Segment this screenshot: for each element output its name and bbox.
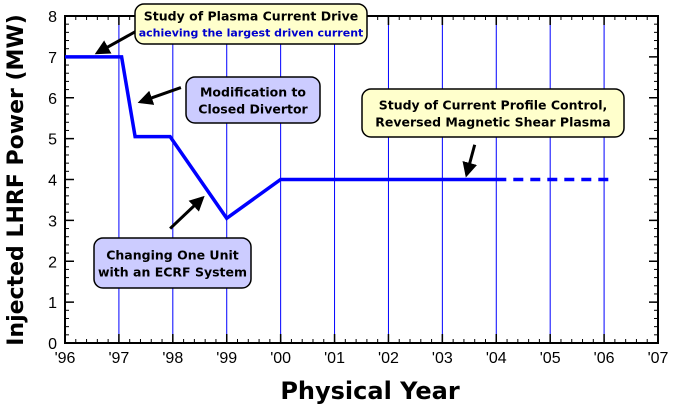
y-tick-label: 2 xyxy=(48,254,57,271)
x-tick-label: '05 xyxy=(540,350,561,367)
annotation-text: Changing One Unit xyxy=(106,248,239,263)
x-tick-label: '07 xyxy=(648,350,669,367)
y-axis-title: Injected LHRF Power (MW) xyxy=(4,14,29,346)
annotation-text: Study of Plasma Current Drive xyxy=(144,9,358,24)
x-tick-labels: '96 '97 '98 '99 '00 '01 '02 '03 '04 '05 '06 '07 xyxy=(55,350,669,367)
x-tick-label: '06 xyxy=(594,350,615,367)
series-line-solid xyxy=(65,55,497,221)
x-tick-label: '98 xyxy=(162,350,183,367)
annotation-text: with an ECRF System xyxy=(98,265,247,280)
x-tick-label: '03 xyxy=(432,350,453,367)
y-tick-label: 8 xyxy=(48,9,57,26)
data-series xyxy=(65,55,615,221)
annotation-arrow xyxy=(137,86,182,105)
x-tick-label: '96 xyxy=(55,350,76,367)
x-axis-title: Physical Year xyxy=(280,377,459,405)
annotation-text: Study of Current Profile Control, xyxy=(379,98,608,113)
annotation-box xyxy=(93,237,252,289)
y-tick-label: 4 xyxy=(48,173,57,190)
annotation-plasma-current-drive: Study of Plasma Current Drive achieving t… xyxy=(134,3,368,45)
x-tick-label: '00 xyxy=(270,350,291,367)
y-tick-labels: 0 1 2 3 4 5 6 7 8 xyxy=(48,9,57,353)
annotation-subtext: achieving the largest driven current xyxy=(139,27,364,40)
annotation-current-profile-control: Study of Current Profile Control, Reverse… xyxy=(361,88,625,138)
y-tick-label: 0 xyxy=(48,336,57,353)
annotation-text: Closed Divertor xyxy=(198,102,308,117)
y-tick-label: 1 xyxy=(48,295,57,312)
annotation-box xyxy=(361,88,625,138)
annotation-arrow xyxy=(462,144,478,178)
annotations: Study of Plasma Current Drive achieving t… xyxy=(93,3,625,289)
annotation-box xyxy=(185,76,321,124)
y-tick-label: 3 xyxy=(48,213,57,230)
y-tick-label: 7 xyxy=(48,50,57,67)
x-tick-label: '99 xyxy=(216,350,237,367)
annotation-box xyxy=(134,3,368,45)
x-tick-label: '01 xyxy=(324,350,345,367)
x-tick-label: '97 xyxy=(108,350,129,367)
annotation-arrow xyxy=(169,195,205,230)
annotation-text: Reversed Magnetic Shear Plasma xyxy=(375,115,610,130)
annotation-arrows xyxy=(94,28,478,230)
y-tick-label: 5 xyxy=(48,132,57,149)
y-tick-label: 6 xyxy=(48,91,57,108)
annotation-arrow xyxy=(94,28,139,55)
annotation-ecrf-system: Changing One Unit with an ECRF System xyxy=(93,237,252,289)
x-tick-label: '04 xyxy=(486,350,507,367)
annotation-closed-divertor: Modification to Closed Divertor xyxy=(185,76,321,124)
x-tick-label: '02 xyxy=(378,350,399,367)
annotation-text: Modification to xyxy=(200,85,306,100)
